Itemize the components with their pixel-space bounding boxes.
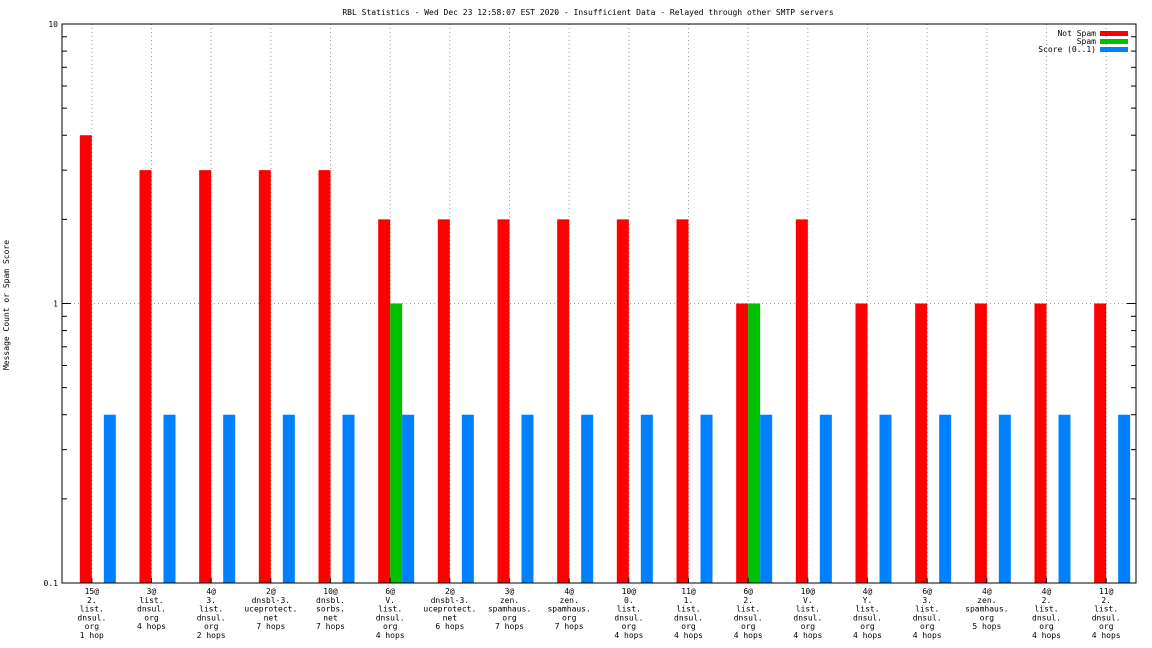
x-tick-label: 10@ dnsbl. sorbs. net 7 hops — [316, 587, 345, 631]
x-tick-label: 11@ 1. list. dnsul. org 4 hops — [674, 587, 703, 640]
bar-not-spam-0 — [79, 135, 92, 583]
bar-not-spam-1 — [139, 170, 152, 584]
legend-label: Spam — [1077, 37, 1096, 46]
bar-score-0-1-2 — [223, 414, 236, 583]
bar-score-0-1-8 — [581, 414, 594, 583]
chart-title: RBL Statistics - Wed Dec 23 12:58:07 EST… — [342, 8, 833, 17]
bar-score-0-1-1 — [163, 414, 176, 583]
x-tick-label: 6@ 2. list. dnsul. org 4 hops — [734, 587, 763, 640]
x-tick-label: 10@ V. list. dnsul. org 4 hops — [793, 587, 822, 640]
bar-score-0-1-16 — [1058, 414, 1071, 583]
bar-not-spam-2 — [199, 170, 212, 584]
bar-not-spam-12 — [795, 219, 808, 583]
bar-not-spam-10 — [676, 219, 689, 583]
legend-label: Score (0..1) — [1038, 45, 1096, 54]
y-tick-label: 1 — [53, 300, 58, 309]
bar-not-spam-7 — [497, 219, 510, 583]
x-tick-labels: 15@ 2. list. dnsul. org 1 hop 3@ list. dnsul. org… — [77, 578, 1121, 640]
bar-score-0-1-15 — [998, 414, 1011, 583]
x-tick-label: 6@ V. list. dnsul. org 4 hops — [376, 587, 405, 640]
bar-not-spam-9 — [616, 219, 629, 583]
bar-not-spam-11 — [736, 303, 749, 583]
x-tick-label: 3@ zen. spamhaus. org 7 hops — [488, 587, 531, 631]
bar-not-spam-15 — [974, 303, 987, 583]
x-tick-label: 2@ dnsbl-3. uceprotect. net 7 hops — [244, 587, 297, 631]
bar-score-0-1-13 — [879, 414, 892, 583]
bar-spam-11 — [748, 303, 761, 583]
y-tick-label: 10 — [48, 20, 58, 29]
x-tick-label: 4@ 2. list. dnsul. org 4 hops — [1032, 587, 1061, 640]
x-tick-label: 10@ 0. list. dnsul. org 4 hops — [614, 587, 643, 640]
bar-score-0-1-5 — [402, 414, 415, 583]
x-tick-label: 15@ 2. list. dnsul. org 1 hop — [77, 587, 106, 640]
legend-swatch — [1100, 39, 1128, 44]
x-tick-label: 3@ list. dnsul. org 4 hops — [137, 587, 166, 631]
bar-score-0-1-10 — [700, 414, 713, 583]
bar-not-spam-16 — [1034, 303, 1047, 583]
x-tick-label: 4@ Y. list. dnsul. org 4 hops — [853, 587, 882, 640]
bar-not-spam-8 — [557, 219, 570, 583]
x-tick-label: 4@ zen. spamhaus. org 5 hops — [965, 587, 1008, 631]
bar-not-spam-14 — [915, 303, 928, 583]
legend-label: Not Spam — [1057, 29, 1096, 38]
bar-score-0-1-0 — [103, 414, 116, 583]
x-tick-label: 6@ 3. list. dnsul. org 4 hops — [913, 587, 942, 640]
bar-not-spam-3 — [258, 170, 271, 584]
bar-not-spam-17 — [1094, 303, 1107, 583]
legend-swatch — [1100, 47, 1128, 52]
bar-score-0-1-4 — [342, 414, 355, 583]
bars — [79, 135, 1131, 584]
y-ticks: 0.1 1 10 — [44, 20, 1136, 588]
bar-not-spam-6 — [437, 219, 450, 583]
bar-score-0-1-17 — [1118, 414, 1131, 583]
bar-score-0-1-3 — [282, 414, 295, 583]
x-tick-label: 11@ 2. list. dnsul. org 4 hops — [1092, 587, 1121, 640]
bar-score-0-1-6 — [461, 414, 474, 583]
x-tick-label: 4@ 3. list. dnsul. org 2 hops — [197, 587, 226, 640]
legend-swatch — [1100, 31, 1128, 36]
y-axis-label: Message Count or Spam Score — [2, 240, 11, 370]
bar-not-spam-4 — [318, 170, 331, 584]
y-tick-label: 0.1 — [44, 579, 59, 588]
bar-spam-5 — [390, 303, 403, 583]
bar-not-spam-5 — [378, 219, 391, 583]
grid — [62, 24, 1136, 583]
bar-score-0-1-11 — [760, 414, 773, 583]
bar-score-0-1-7 — [521, 414, 534, 583]
bar-score-0-1-9 — [640, 414, 653, 583]
bar-score-0-1-12 — [819, 414, 832, 583]
x-tick-label: 2@ dnsbl-3. uceprotect. net 6 hops — [423, 587, 476, 631]
x-tick-label: 4@ zen. spamhaus. org 7 hops — [547, 587, 590, 631]
bar-not-spam-13 — [855, 303, 868, 583]
bar-score-0-1-14 — [939, 414, 952, 583]
